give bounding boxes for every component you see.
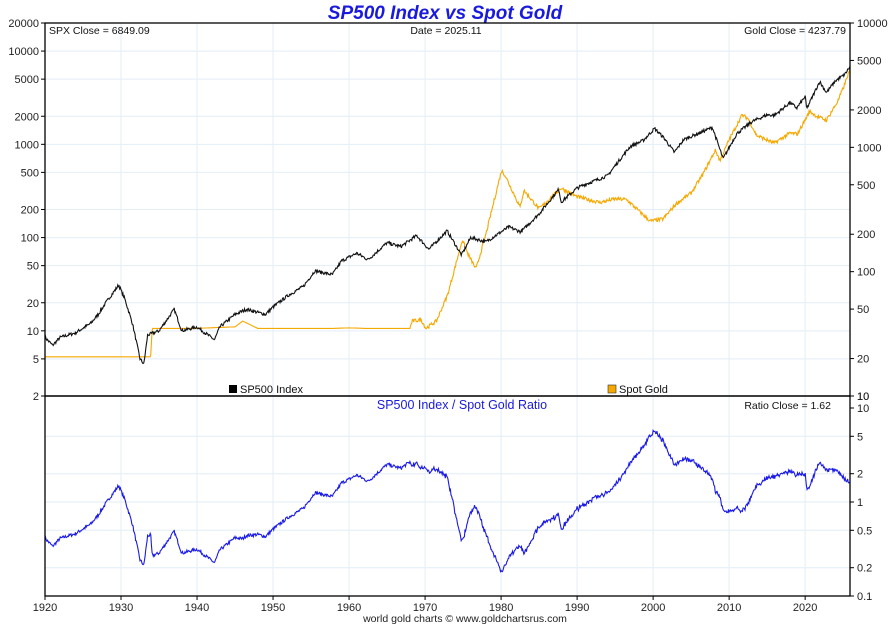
ratio-tick-label: 2 [857,469,863,481]
legend-label-spx: SP500 Index [240,384,303,396]
left-tick-label: 1000 [15,139,39,151]
gold-line [45,69,851,358]
right-tick-label: 10 [857,391,869,403]
right-tick-label: 10000 [857,18,888,30]
right-tick-label: 200 [857,229,875,241]
right-tick-label: 20 [857,354,869,366]
chart-title: SP500 Index vs Spot Gold [328,3,563,24]
left-tick-label: 500 [21,167,39,179]
ratio-tick-label: 0.1 [857,591,872,603]
ratio-gridlines [44,395,850,597]
x-tick-label: 1950 [261,602,285,614]
left-tick-label: 10000 [8,46,39,58]
legend-label-gold: Spot Gold [619,384,668,396]
x-tick-label: 1980 [489,602,513,614]
ratio-tick-label: 0.5 [857,525,872,537]
gold-close-label: Gold Close = 4237.79 [744,25,846,37]
left-tick-label: 200 [21,205,39,217]
ratio-subtitle: SP500 Index / Spot Gold Ratio [377,398,547,412]
left-axis-ticks: 20000 10000 5000 2000 1000 500 200 100 50 20 10 5 2 [8,18,45,403]
right-tick-label: 100 [857,267,875,279]
ratio-tick-label: 1 [857,497,863,509]
right-tick-label: 5000 [857,55,881,67]
date-label: Date = 2025.11 [410,25,481,37]
spx-line [44,66,851,365]
ratio-series [44,429,851,573]
left-tick-label: 5000 [15,74,39,86]
left-tick-label: 5 [33,354,39,366]
right-tick-label: 50 [857,304,869,316]
footer-credit: world gold charts © www.goldchartsrus.co… [362,613,567,625]
ratio-plot-frame [44,395,851,597]
ratio-tick-label: 10 [857,391,869,403]
ratio-tick-label: 10 [857,403,869,415]
ratio-close-label: Ratio Close = 1.62 [744,400,831,412]
x-tick-label: 1960 [337,602,361,614]
left-tick-label: 2 [33,391,39,403]
x-tick-label: 1920 [33,602,57,614]
ratio-line [44,429,851,573]
left-tick-label: 50 [27,261,39,273]
left-tick-label: 10 [27,326,39,338]
x-tick-label: 1990 [565,602,589,614]
ratio-tick-label: 0.2 [857,563,872,575]
left-tick-label: 2000 [15,111,39,123]
legend-swatch-gold [607,384,617,394]
spx-series [44,66,851,365]
left-tick-label: 20 [27,298,39,310]
right-tick-label: 500 [857,180,875,192]
right-axis-ticks: 10000 5000 2000 1000 500 200 100 50 20 10 [850,18,888,403]
x-tick-label: 2020 [793,602,817,614]
spx-close-label: SPX Close = 6849.09 [49,25,150,37]
ratio-tick-label: 5 [857,431,863,443]
left-tick-label: 100 [21,233,39,245]
legend-swatch-spx [229,385,237,393]
x-tick-label: 2010 [717,602,741,614]
right-tick-label: 1000 [857,142,881,154]
gold-series [45,69,851,358]
x-tick-label: 2000 [641,602,665,614]
x-tick-label: 1970 [413,602,437,614]
left-tick-label: 20000 [8,18,39,30]
x-axis-ticks: 1920 1930 1940 1950 1960 1970 1980 1990 2000 2010… [33,596,817,614]
right-tick-label: 2000 [857,105,881,117]
x-tick-label: 1930 [109,602,133,614]
main-gridlines [44,22,850,397]
x-tick-label: 1940 [185,602,209,614]
